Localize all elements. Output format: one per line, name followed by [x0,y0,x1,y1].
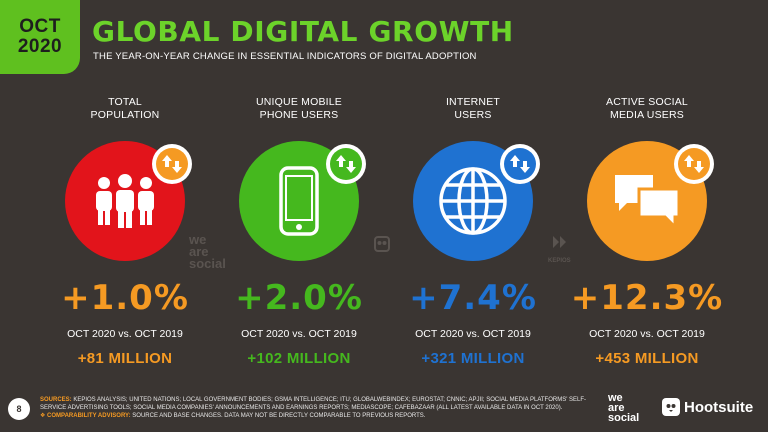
comparison-period: OCT 2020 vs. OCT 2019 [589,328,705,340]
hootsuite-owl-watermark [374,236,390,254]
indicator-label: INTERNET USERS [445,96,501,121]
indicator-label: TOTAL POPULATION [90,96,160,121]
page-number: 8 [8,398,30,420]
change-percent: +2.0% [235,278,363,318]
kepios-watermark: KEPIOS [548,234,571,267]
date-badge: OCT 2020 [0,0,80,74]
comparison-period: OCT 2020 vs. OCT 2019 [415,328,531,340]
absolute-change: +102 MILLION [247,350,351,367]
absolute-change: +321 MILLION [421,350,525,367]
up-down-arrows-icon [326,144,366,184]
absolute-change: +81 MILLION [77,350,173,367]
chat-bubbles-icon [587,141,707,261]
page-subtitle: THE YEAR-ON-YEAR CHANGE IN ESSENTIAL IND… [93,51,477,62]
date-year: 2020 [17,36,63,57]
owl-icon [662,398,680,416]
page-title: GLOBAL DIGITAL GROWTH [92,15,514,48]
comparison-period: OCT 2020 vs. OCT 2019 [67,328,183,340]
we-are-social-watermark: we are social [189,232,226,271]
mobile-phone-icon [239,141,359,261]
change-percent: +12.3% [570,278,724,318]
indicator-label: UNIQUE MOBILE PHONE USERS [255,96,343,121]
change-percent: +1.0% [61,278,189,318]
we-are-social-logo: we are social [608,392,640,424]
up-down-arrows-icon [674,144,714,184]
absolute-change: +453 MILLION [595,350,699,367]
sources-note: SOURCES: KEPIOS ANALYSIS; UNITED NATIONS… [40,397,587,419]
indicator-mobile-users: UNIQUE MOBILE PHONE USERS +2.0% OCT 2020 … [211,96,387,367]
hootsuite-logo: Hootsuite [662,398,753,416]
comparison-period: OCT 2020 vs. OCT 2019 [241,328,357,340]
indicator-social-media-users: ACTIVE SOCIAL MEDIA USERS +12.3% OCT 2020… [559,96,735,367]
up-down-arrows-icon [500,144,540,184]
date-month: OCT [19,16,61,38]
indicator-total-population: TOTAL POPULATION +1.0% OCT 2020 vs. OCT 2… [37,96,213,367]
up-down-arrows-icon [152,144,192,184]
indicator-internet-users: INTERNET USERS +7.4% OCT 2020 vs. OCT 201… [385,96,561,367]
indicator-label: ACTIVE SOCIAL MEDIA USERS [606,96,688,121]
change-percent: +7.4% [409,278,537,318]
